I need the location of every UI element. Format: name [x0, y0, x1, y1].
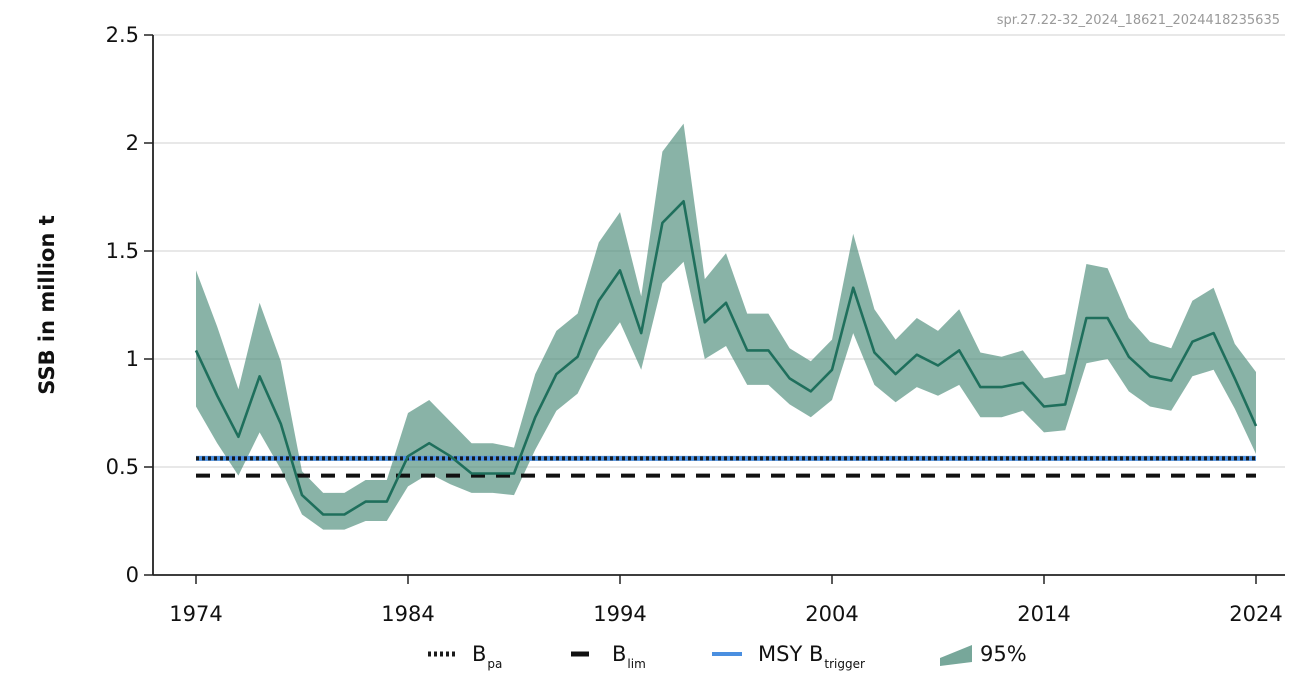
y-tick-label-4: 2: [126, 131, 139, 155]
reference-lines-layer: [196, 455, 1256, 478]
x-tick-label-3: 2004: [805, 602, 858, 626]
axes: [144, 34, 1285, 584]
y-tick-label-1: 0.5: [106, 455, 139, 479]
x-tick-label-4: 2014: [1017, 602, 1070, 626]
legend-label-band: 95%: [980, 642, 1027, 666]
ssb-line: [194, 200, 1258, 516]
legend-sub-msy_btrigger: trigger: [824, 657, 865, 671]
x-tick-labels: 1974 1984 1994 2004 2014 2024: [169, 602, 1282, 626]
confidence-band-95: [196, 123, 1256, 530]
y-tick-label-2: 1: [126, 347, 139, 371]
x-tick-label-2: 1994: [593, 602, 646, 626]
watermark: spr.27.22-32_2024_18621_2024418235635: [997, 13, 1280, 28]
ssb-line-layer: [194, 200, 1258, 516]
x-tick-label-1: 1984: [381, 602, 434, 626]
grid: [153, 34, 1285, 468]
legend-swatch-band: [940, 645, 972, 666]
confidence-band-layer: [196, 123, 1256, 530]
legend-label-b_pa: B: [472, 642, 486, 666]
x-tick-label-0: 1974: [169, 602, 222, 626]
y-tick-labels: 0 0.5 1 1.5 2 2.5: [106, 23, 139, 587]
legend-sub-b_pa: pa: [487, 657, 502, 671]
x-tick-label-5: 2024: [1229, 602, 1282, 626]
legend-label-msy_btrigger: MSY B: [758, 642, 823, 666]
legend-item-band: 95%: [940, 642, 1027, 666]
y-tick-label-3: 1.5: [106, 239, 139, 263]
y-axis-label: SSB in million t: [35, 215, 59, 394]
y-tick-label-0: 0: [126, 563, 139, 587]
legend-label-b_lim: B: [612, 642, 626, 666]
legend-sub-b_lim: lim: [627, 657, 645, 671]
y-tick-label-5: 2.5: [106, 23, 139, 47]
